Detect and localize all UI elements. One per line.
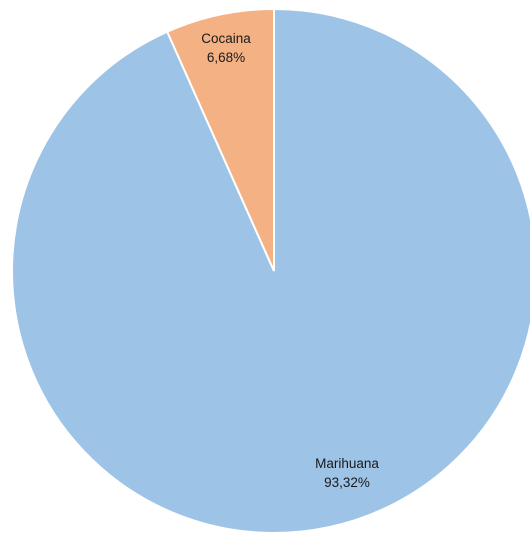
slice-label-marihuana-value: 93,32% xyxy=(324,475,370,490)
slice-label-cocaina-value: 6,68% xyxy=(207,50,245,65)
pie-labels: Marihuana 93,32% Cocaina 6,68% xyxy=(201,31,379,490)
slice-label-cocaina-name: Cocaina xyxy=(201,31,251,46)
slice-label-marihuana-name: Marihuana xyxy=(315,456,379,471)
pie-slices xyxy=(11,7,530,534)
pie-slice-marihuana xyxy=(11,7,530,534)
pie-slice-cocaina xyxy=(165,7,275,272)
